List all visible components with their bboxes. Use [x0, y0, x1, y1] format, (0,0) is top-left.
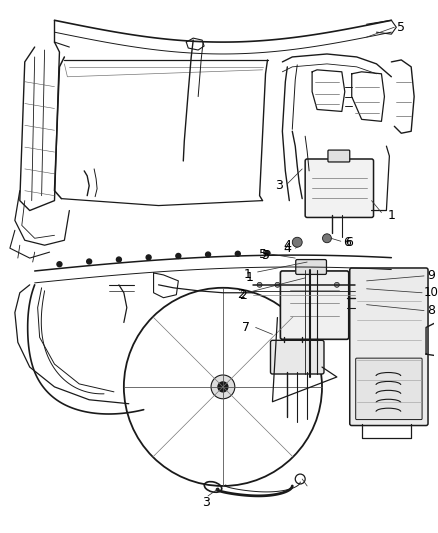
Text: 3: 3	[202, 496, 210, 510]
Text: 8: 8	[427, 304, 435, 317]
Text: 3: 3	[276, 179, 283, 192]
Circle shape	[322, 234, 332, 243]
FancyBboxPatch shape	[280, 271, 349, 340]
FancyBboxPatch shape	[271, 340, 324, 374]
Text: 1: 1	[388, 209, 396, 222]
Text: 1: 1	[246, 271, 254, 285]
Circle shape	[334, 282, 339, 287]
Circle shape	[257, 282, 262, 287]
Text: 10: 10	[424, 286, 438, 299]
Text: 5: 5	[258, 248, 267, 261]
Text: 6: 6	[345, 236, 353, 249]
Circle shape	[176, 254, 181, 259]
Circle shape	[87, 259, 92, 264]
FancyBboxPatch shape	[328, 150, 350, 162]
Circle shape	[292, 237, 302, 247]
Text: 9: 9	[427, 269, 435, 282]
Text: 4: 4	[283, 241, 291, 255]
Circle shape	[117, 257, 121, 262]
FancyBboxPatch shape	[350, 268, 428, 425]
Text: 5: 5	[397, 21, 405, 34]
FancyBboxPatch shape	[305, 159, 374, 217]
Circle shape	[205, 252, 211, 257]
Text: 1: 1	[244, 269, 252, 281]
Circle shape	[211, 375, 235, 399]
Circle shape	[146, 255, 151, 260]
Circle shape	[265, 251, 270, 256]
Circle shape	[275, 282, 280, 287]
Text: 7: 7	[242, 321, 250, 334]
FancyBboxPatch shape	[356, 358, 422, 419]
Text: 2: 2	[239, 289, 247, 302]
Text: 2: 2	[237, 288, 245, 301]
Circle shape	[218, 382, 228, 392]
Circle shape	[235, 251, 240, 256]
FancyBboxPatch shape	[296, 260, 326, 274]
Circle shape	[57, 262, 62, 266]
Text: 6: 6	[343, 236, 351, 249]
Text: 4: 4	[283, 239, 291, 252]
Text: 5: 5	[261, 248, 269, 262]
